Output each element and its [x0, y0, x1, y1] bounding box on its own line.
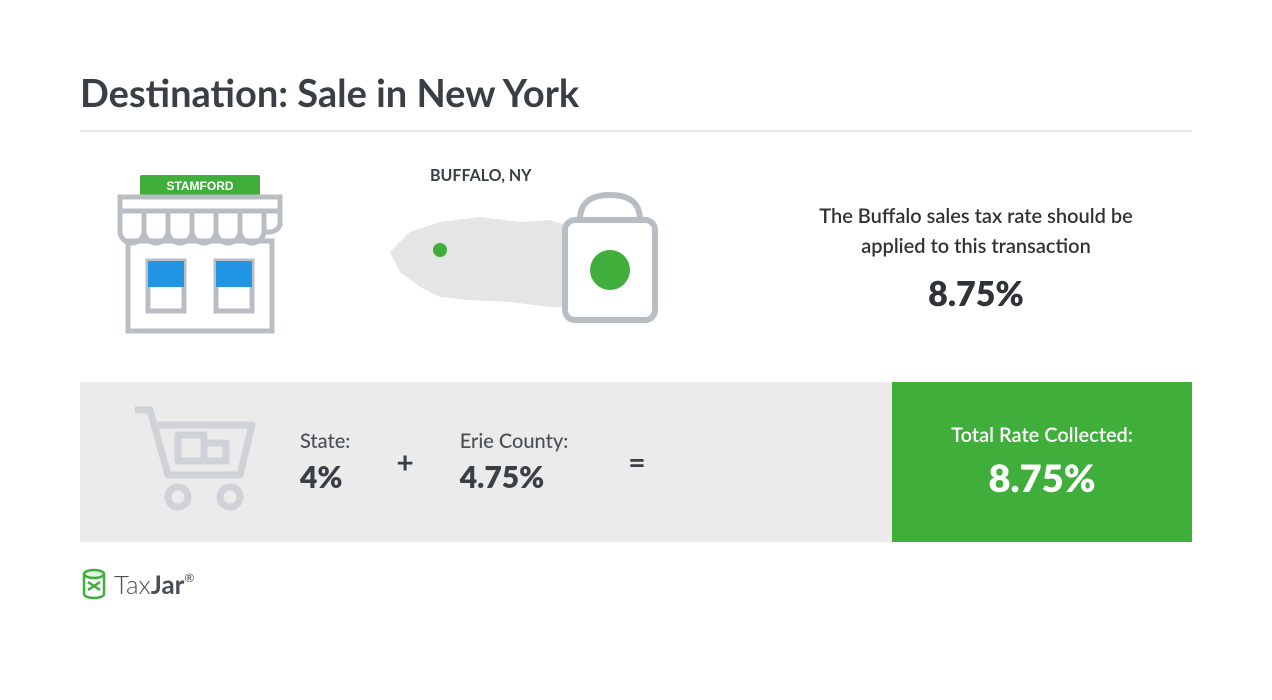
- total-block: Total Rate Collected: 8.75%: [892, 382, 1192, 542]
- breakdown-gray: State: 4% + Erie County: 4.75% =: [80, 382, 892, 542]
- total-value: 8.75%: [989, 455, 1096, 501]
- county-rate-label: Erie County:: [460, 429, 569, 453]
- summary-rate: 8.75%: [790, 273, 1162, 314]
- location-label: BUFFALO, NY: [430, 166, 532, 185]
- total-label: Total Rate Collected:: [951, 423, 1133, 447]
- equals-operator: =: [628, 444, 645, 480]
- map-column: BUFFALO, NY: [370, 172, 790, 342]
- county-rate-value: 4.75%: [460, 459, 569, 495]
- plus-operator: +: [396, 444, 413, 480]
- store-column: STAMFORD: [110, 175, 370, 339]
- map-icon: [370, 172, 690, 342]
- top-row: STAMFORD BUFFALO, NY: [80, 172, 1192, 342]
- logo-text: TaxJar®: [114, 568, 194, 600]
- breakdown-row: State: 4% + Erie County: 4.75% = Total R…: [80, 382, 1192, 542]
- logo-icon: [80, 568, 108, 600]
- cart-icon: [130, 405, 260, 515]
- state-rate-value: 4%: [300, 459, 350, 495]
- logo: TaxJar®: [80, 568, 1192, 600]
- state-rate-label: State:: [300, 429, 350, 453]
- county-rate-block: Erie County: 4.75%: [460, 429, 569, 495]
- summary-description: The Buffalo sales tax rate should be app…: [790, 201, 1162, 261]
- page-title: Destination: Sale in New York: [80, 70, 1192, 132]
- store-sign-text: STAMFORD: [166, 179, 233, 193]
- summary-column: The Buffalo sales tax rate should be app…: [790, 201, 1162, 314]
- state-rate-block: State: 4%: [300, 429, 350, 495]
- store-icon: STAMFORD: [110, 175, 290, 335]
